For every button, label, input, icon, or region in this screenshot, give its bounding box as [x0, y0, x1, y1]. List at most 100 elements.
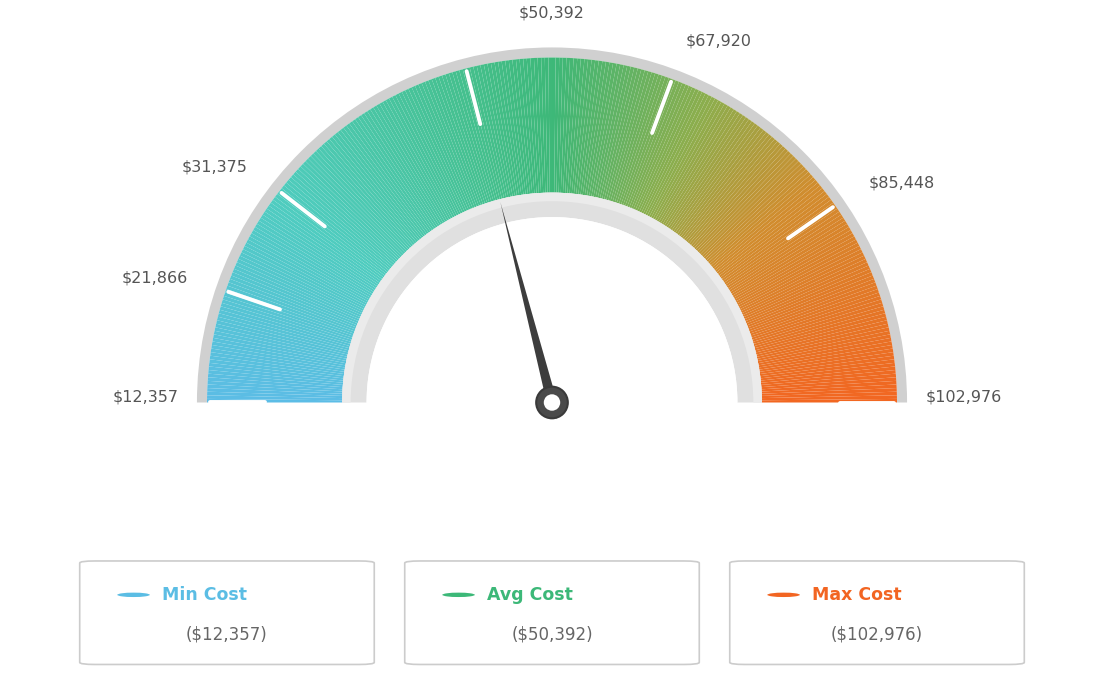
Wedge shape: [405, 89, 465, 213]
Wedge shape: [459, 69, 498, 200]
Wedge shape: [530, 58, 541, 193]
Wedge shape: [217, 313, 349, 351]
Wedge shape: [754, 306, 884, 346]
Wedge shape: [682, 132, 769, 239]
Wedge shape: [368, 109, 442, 226]
Wedge shape: [541, 57, 548, 193]
Wedge shape: [751, 293, 880, 337]
Wedge shape: [340, 128, 425, 237]
Wedge shape: [667, 113, 743, 228]
Wedge shape: [761, 370, 895, 385]
Wedge shape: [705, 166, 806, 260]
Wedge shape: [691, 144, 783, 246]
Wedge shape: [559, 58, 566, 193]
Wedge shape: [758, 338, 892, 365]
Wedge shape: [277, 191, 386, 275]
Wedge shape: [240, 253, 363, 313]
Wedge shape: [197, 48, 907, 402]
Wedge shape: [762, 395, 896, 400]
Wedge shape: [358, 115, 436, 229]
Wedge shape: [739, 246, 861, 309]
Circle shape: [443, 593, 475, 597]
Wedge shape: [730, 217, 846, 292]
Wedge shape: [212, 342, 346, 368]
Wedge shape: [762, 392, 896, 398]
Wedge shape: [367, 217, 737, 406]
Wedge shape: [399, 92, 460, 215]
Wedge shape: [583, 61, 606, 195]
Wedge shape: [757, 335, 891, 363]
Wedge shape: [698, 153, 794, 253]
Wedge shape: [516, 59, 532, 194]
Wedge shape: [703, 164, 804, 259]
Wedge shape: [592, 63, 620, 197]
Wedge shape: [762, 377, 896, 389]
Wedge shape: [722, 199, 834, 281]
Wedge shape: [718, 191, 827, 275]
Wedge shape: [534, 58, 543, 193]
Wedge shape: [250, 233, 369, 302]
Wedge shape: [761, 359, 894, 378]
Text: $67,920: $67,920: [686, 34, 752, 49]
Wedge shape: [284, 183, 391, 270]
Wedge shape: [742, 255, 866, 315]
Wedge shape: [549, 57, 552, 193]
Wedge shape: [665, 111, 740, 226]
Wedge shape: [282, 186, 389, 272]
Wedge shape: [383, 100, 450, 219]
Wedge shape: [385, 99, 453, 219]
Wedge shape: [342, 193, 762, 402]
Wedge shape: [210, 359, 343, 378]
Wedge shape: [469, 67, 505, 199]
Wedge shape: [755, 313, 887, 351]
Wedge shape: [745, 269, 871, 323]
Wedge shape: [214, 331, 347, 361]
Wedge shape: [565, 58, 577, 193]
Wedge shape: [587, 62, 613, 196]
Wedge shape: [246, 239, 367, 305]
Wedge shape: [629, 81, 682, 208]
Wedge shape: [323, 141, 415, 245]
Wedge shape: [556, 57, 563, 193]
Wedge shape: [265, 208, 379, 286]
Wedge shape: [686, 137, 775, 242]
Wedge shape: [712, 180, 818, 268]
Wedge shape: [273, 197, 383, 279]
Wedge shape: [676, 124, 757, 234]
Wedge shape: [275, 194, 385, 277]
Wedge shape: [263, 212, 378, 288]
Wedge shape: [606, 69, 645, 200]
Wedge shape: [615, 73, 659, 203]
Wedge shape: [349, 121, 431, 233]
Wedge shape: [221, 303, 351, 344]
Wedge shape: [428, 79, 479, 206]
Wedge shape: [740, 249, 862, 311]
Wedge shape: [338, 130, 423, 238]
Wedge shape: [235, 262, 360, 319]
Wedge shape: [725, 208, 839, 286]
Wedge shape: [724, 206, 837, 284]
Wedge shape: [527, 58, 539, 193]
Wedge shape: [373, 106, 445, 223]
Text: ($50,392): ($50,392): [511, 626, 593, 644]
Text: $12,357: $12,357: [113, 389, 178, 404]
Wedge shape: [310, 153, 406, 253]
Wedge shape: [286, 180, 392, 268]
Wedge shape: [258, 217, 374, 292]
Wedge shape: [321, 144, 413, 246]
Wedge shape: [208, 395, 342, 400]
Wedge shape: [733, 227, 851, 297]
Wedge shape: [361, 113, 437, 228]
Wedge shape: [758, 345, 893, 370]
Wedge shape: [723, 203, 836, 283]
Wedge shape: [719, 194, 829, 277]
Circle shape: [537, 386, 567, 418]
Text: Max Cost: Max Cost: [813, 586, 902, 604]
Wedge shape: [649, 97, 715, 217]
Wedge shape: [408, 88, 467, 212]
Wedge shape: [474, 66, 507, 198]
Wedge shape: [212, 338, 346, 365]
Wedge shape: [681, 130, 766, 238]
Wedge shape: [308, 156, 405, 254]
Wedge shape: [327, 139, 416, 244]
